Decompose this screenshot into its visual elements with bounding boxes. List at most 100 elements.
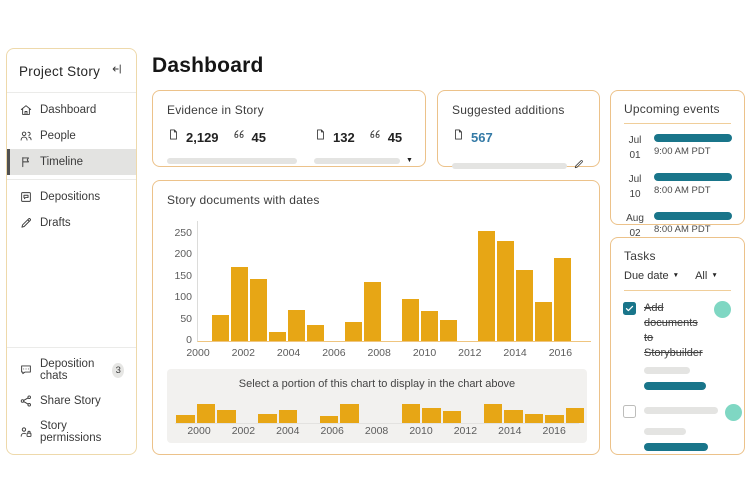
sidebar-item-timeline[interactable]: Timeline [7, 149, 136, 175]
page-title: Dashboard [152, 54, 264, 77]
event-row[interactable]: Aug 02 8:00 AM PDT [623, 211, 732, 241]
sidebar-item-drafts[interactable]: Drafts [7, 210, 136, 236]
sidebar-item-label: Timeline [40, 156, 84, 168]
collapse-sidebar-icon[interactable] [110, 62, 124, 81]
chart-bar [288, 310, 305, 341]
flag-icon [19, 155, 33, 169]
quote-count: 45 [387, 129, 403, 145]
chart-bar [231, 267, 248, 341]
sidebar-item-label: People [40, 130, 76, 142]
due-date-filter[interactable]: Due date ▼ [624, 270, 679, 282]
chat-count-badge: 3 [112, 362, 124, 378]
progress-bar [314, 157, 400, 164]
chart-bar [516, 270, 533, 341]
y-axis-label: 100 [174, 291, 192, 303]
chart-bar [535, 302, 552, 341]
brush-x-axis-label: 2000 [187, 425, 211, 437]
brush-bar [442, 411, 461, 423]
task-checkbox-checked[interactable] [623, 302, 636, 315]
task-label-placeholder [644, 407, 718, 415]
brush-bar [504, 410, 523, 423]
tasks-card: Tasks Due date ▼ All ▼ Add documents to … [610, 237, 745, 455]
task-filters: Due date ▼ All ▼ [624, 270, 731, 282]
divider [624, 290, 731, 291]
brush-x-axis-label: 2006 [320, 425, 344, 437]
sidebar-item-depositions[interactable]: Depositions [7, 184, 136, 210]
brush-bar [217, 410, 236, 423]
sidebar-nav-footer: Deposition chats 3 Share Story Story permis… [7, 348, 136, 454]
x-axis-label: 2010 [412, 347, 437, 359]
evidence-progress-2: ▼ [314, 157, 413, 164]
brush-bar [565, 408, 584, 423]
brush-bar [401, 404, 420, 423]
dropdown-caret-icon: ▼ [672, 271, 680, 279]
sidebar-item-deposition-chats[interactable]: Deposition chats 3 [7, 352, 136, 388]
chart-bar [212, 315, 229, 341]
x-axis-label: 2006 [322, 347, 346, 359]
brush-instruction-label: Select a portion of this chart to displa… [238, 378, 516, 390]
chart-card-title: Story documents with dates [167, 193, 320, 207]
sidebar-item-dashboard[interactable]: Dashboard [7, 97, 136, 123]
event-bar [654, 212, 732, 220]
task-meta-placeholder [644, 428, 686, 436]
chart-bar [307, 325, 324, 341]
brush-x-axis-label: 2008 [364, 425, 389, 437]
chart-bar [250, 279, 267, 341]
chat-icon [19, 363, 33, 377]
event-time: 8:00 AM PDT [654, 224, 711, 235]
edit-pencil-icon[interactable] [573, 157, 585, 175]
story-documents-chart-card: Story documents with dates 0 50 100 150 200 2… [152, 180, 600, 455]
quote-count: 45 [251, 129, 267, 145]
x-axis-label: 2016 [548, 347, 573, 359]
event-bar [654, 134, 732, 142]
documents-bar-chart[interactable]: 0 50 100 150 200 250 [174, 221, 591, 346]
sidebar-nav-secondary: Depositions Drafts [7, 180, 136, 240]
task-tag-pill [644, 382, 706, 391]
chart-bar [269, 332, 286, 341]
divider [7, 347, 136, 348]
assignee-avatar[interactable] [714, 301, 731, 318]
evidence-progress-1 [167, 157, 314, 164]
brush-bar [422, 408, 441, 423]
suggested-count: 567 [471, 129, 493, 145]
sidebar-item-label: Share Story [40, 395, 101, 407]
suggested-stats: 567 [452, 128, 585, 146]
sidebar-item-share-story[interactable]: Share Story [7, 388, 136, 414]
assignee-avatar[interactable] [725, 404, 742, 422]
sidebar-nav-main: Dashboard People Timeline [7, 93, 136, 179]
chart-bar [364, 282, 381, 341]
dropdown-caret-icon[interactable]: ▼ [406, 157, 413, 164]
sidebar-item-label: Depositions [40, 191, 101, 203]
tasks-card-title: Tasks [624, 249, 656, 263]
brush-x-axis-label: 2002 [231, 425, 256, 437]
sidebar-item-people[interactable]: People [7, 123, 136, 149]
event-row[interactable]: Jul 10 8:00 AM PDT [623, 172, 732, 202]
brush-x-axis-label: 2004 [276, 425, 300, 437]
person-lock-icon [19, 425, 33, 439]
evidence-group-1: 2,129 45 [167, 128, 314, 146]
progress-bar [452, 163, 567, 169]
brush-bar [340, 404, 359, 423]
task-row-1: Add documents to Storybuilder [623, 301, 732, 360]
chart-x-axis: 2000 2002 2004 2006 2008 2010 2012 2014 2016 [186, 347, 591, 361]
x-axis-label: 2002 [231, 347, 255, 359]
chart-brush-region[interactable]: Select a portion of this chart to displa… [167, 369, 587, 443]
sidebar-bottom: Deposition chats 3 Share Story Story permis… [7, 347, 136, 454]
x-axis-label: 2008 [367, 347, 391, 359]
brush-bar [278, 410, 297, 423]
task-row-2 [623, 404, 742, 422]
y-axis-label: 150 [174, 269, 192, 282]
deposition-icon [19, 190, 33, 204]
sidebar-item-story-permissions[interactable]: Story permissions [7, 414, 136, 450]
check-icon [625, 305, 634, 312]
sidebar-item-label: Story permissions [40, 420, 102, 444]
task-label[interactable]: Add documents to Storybuilder [644, 302, 703, 359]
project-sidebar: Project Story Dashboard People Timeline De… [6, 48, 137, 455]
task-checkbox-unchecked[interactable] [623, 405, 636, 419]
y-axis-label: 50 [180, 312, 192, 325]
status-filter[interactable]: All ▼ [695, 270, 718, 282]
task-tag-pill [644, 443, 708, 452]
sidebar-item-label: Deposition chats [40, 358, 95, 382]
event-row[interactable]: Jul 01 9:00 AM PDT [623, 133, 732, 163]
project-title: Project Story [19, 64, 101, 79]
